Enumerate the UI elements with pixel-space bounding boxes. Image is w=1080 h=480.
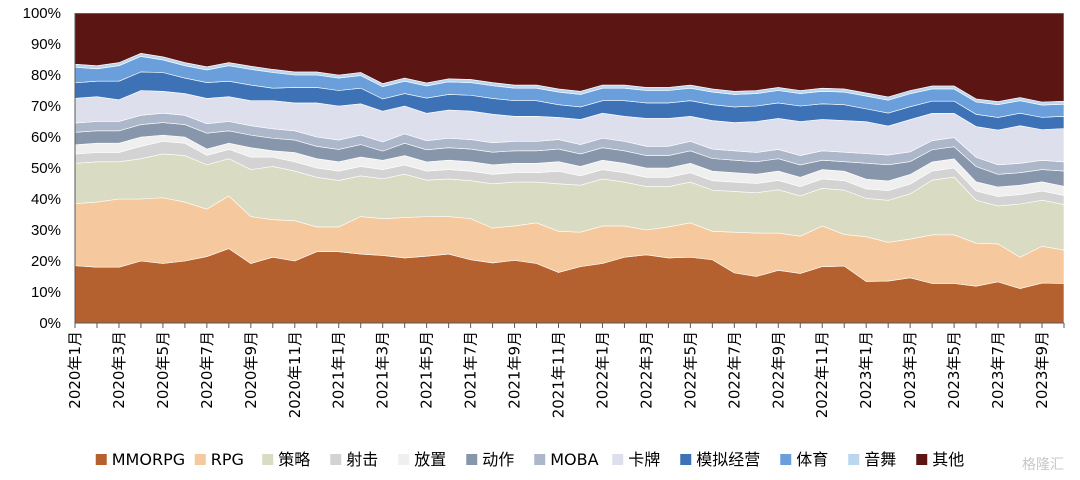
x-tick-label: 2020年1月 (66, 331, 84, 409)
x-tick-label: 2020年11月 (286, 331, 304, 418)
y-tick-label: 90% (31, 36, 61, 53)
y-tick-label: 100% (23, 5, 61, 22)
x-tick-label: 2021年11月 (550, 331, 568, 418)
legend-label-8: 模拟经营 (696, 450, 760, 469)
legend-label-0: MMORPG (112, 450, 185, 469)
legend-label-11: 其他 (932, 450, 964, 469)
legend-swatch-11 (916, 454, 928, 465)
legend-swatch-7 (612, 454, 624, 465)
legend-swatch-2 (262, 454, 274, 465)
x-tick-label: 2020年9月 (242, 331, 260, 409)
series-areas (74, 12, 1065, 324)
legend-label-3: 射击 (346, 450, 378, 469)
y-tick-label: 60% (31, 129, 61, 146)
legend-label-2: 策略 (278, 450, 310, 469)
x-tick-label: 2022年11月 (813, 331, 831, 418)
x-tick-label: 2023年7月 (989, 331, 1007, 409)
legend-swatch-0 (95, 454, 107, 465)
x-tick-label: 2021年1月 (330, 331, 348, 409)
legend-label-1: RPG (211, 450, 244, 469)
legend-swatch-5 (466, 454, 478, 465)
y-tick-label: 50% (31, 160, 61, 177)
legend-label-10: 音舞 (864, 450, 896, 469)
x-tick-label: 2021年7月 (462, 331, 480, 409)
legend-swatch-10 (848, 454, 860, 465)
x-tick-label: 2023年5月 (945, 331, 963, 409)
y-tick-label: 70% (31, 98, 61, 115)
x-tick-label: 2021年9月 (506, 331, 524, 409)
legend-label-9: 体育 (796, 450, 828, 469)
y-tick-label: 10% (31, 284, 61, 301)
x-tick-label: 2020年3月 (110, 331, 128, 409)
x-tick-label: 2023年3月 (901, 331, 919, 409)
legend-swatch-8 (680, 454, 692, 465)
legend: MMORPG RPG 策略 射击 放置 动作 MOBA 卡牌 模拟经营 体育 音舞 其他 (95, 450, 964, 469)
x-tick-label: 2020年5月 (154, 331, 172, 409)
axes: 0% 10% 20% 30% 40% 50% 60% 70% 80% 90% 100% 2020年1月… (23, 5, 1065, 418)
x-tick-label: 2020年7月 (198, 331, 216, 409)
y-tick-label: 20% (31, 253, 61, 270)
area-series-11 (74, 12, 1065, 103)
x-tick-label: 2023年9月 (1033, 331, 1051, 409)
y-tick-label: 80% (31, 67, 61, 84)
legend-label-4: 放置 (414, 450, 446, 469)
legend-swatch-3 (330, 454, 342, 465)
legend-label-6: MOBA (550, 450, 598, 469)
y-tick-label: 30% (31, 222, 61, 239)
y-tick-label: 40% (31, 191, 61, 208)
x-tick-label: 2022年3月 (637, 331, 655, 409)
x-tick-label: 2021年5月 (418, 331, 436, 409)
x-tick-label: 2022年1月 (593, 331, 611, 409)
legend-label-5: 动作 (482, 450, 514, 469)
legend-swatch-6 (534, 454, 546, 465)
legend-swatch-9 (780, 454, 792, 465)
legend-label-7: 卡牌 (628, 450, 660, 469)
x-tick-label: 2022年5月 (681, 331, 699, 409)
x-tick-label: 2021年3月 (374, 331, 392, 409)
legend-swatch-1 (194, 454, 206, 465)
y-tick-label: 0% (39, 315, 61, 332)
legend-swatch-4 (398, 454, 410, 465)
x-tick-label: 2022年9月 (769, 331, 787, 409)
watermark: 格隆汇 (1022, 457, 1064, 473)
x-tick-label: 2022年7月 (725, 331, 743, 409)
x-tick-label: 2023年1月 (857, 331, 875, 409)
